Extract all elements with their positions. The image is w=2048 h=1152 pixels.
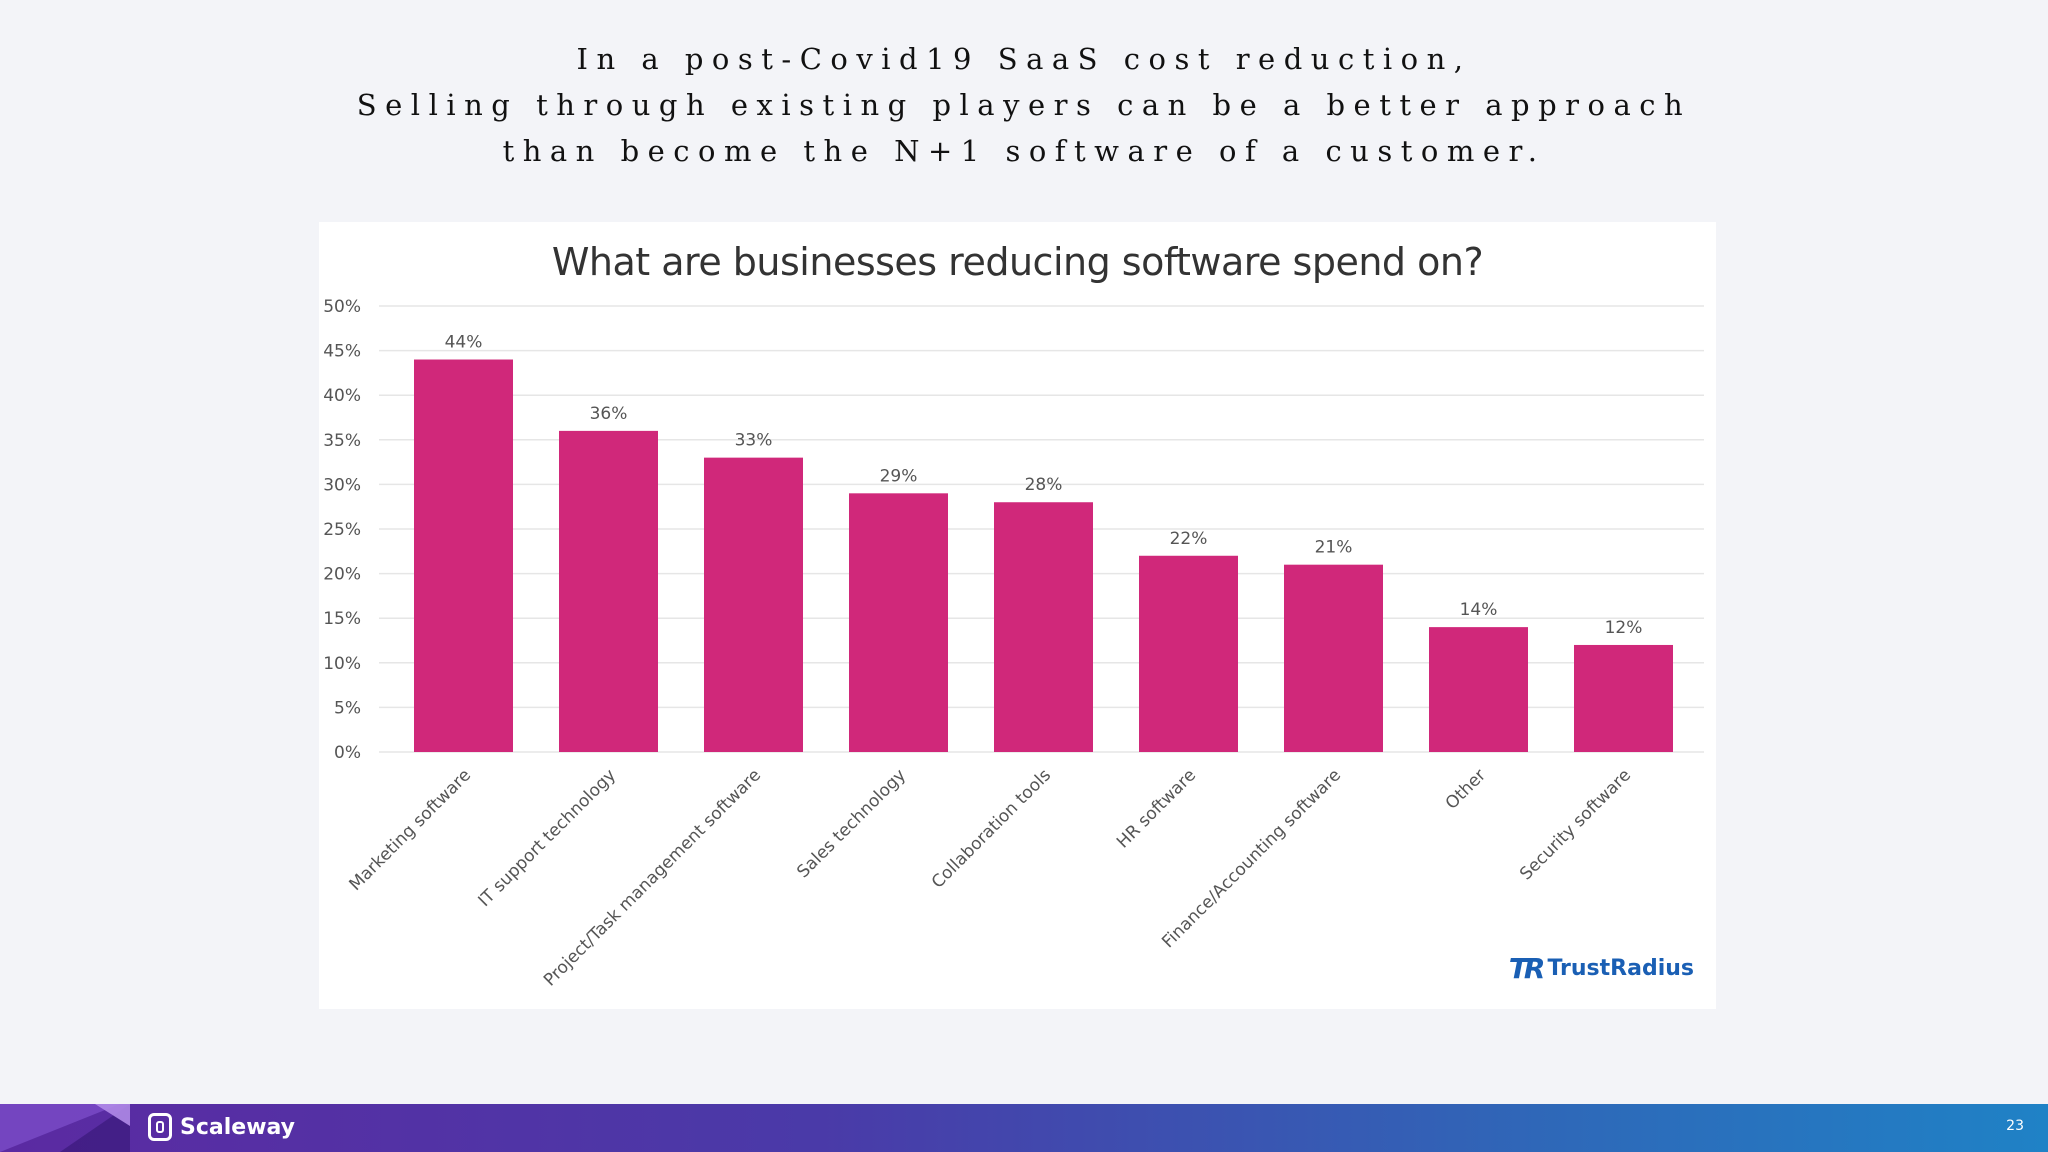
x-tick-label: Finance/Accounting software <box>1158 765 1345 952</box>
y-tick-label: 50% <box>323 297 361 317</box>
x-tick-label: IT support technology <box>474 765 620 911</box>
headline-line-2: Selling through existing players can be … <box>356 88 1692 122</box>
x-tick-label: Sales technology <box>793 765 910 882</box>
trustradius-logo: TR TrustRadius <box>1509 952 1694 985</box>
x-tick-label: Other <box>1442 765 1490 813</box>
y-tick-label: 35% <box>323 431 361 451</box>
bar-chart: 0% 5% 10% 15% 20% 25% 30% 35% 40% 45% 50% 44% Market… <box>323 297 1704 990</box>
footer-decoration <box>95 1104 130 1126</box>
bar <box>704 457 803 752</box>
footer-bar: Scaleway 23 <box>0 1104 2048 1152</box>
data-label: 29% <box>880 466 918 486</box>
x-tick-label: Security software <box>1516 765 1635 884</box>
headline-line-1: In a post-Covid19 SaaS cost reduction, <box>576 42 1472 76</box>
y-tick-label: 10% <box>323 654 361 674</box>
y-tick-label: 25% <box>323 520 361 540</box>
bar <box>1574 644 1673 752</box>
chart-title: What are businesses reducing software sp… <box>551 240 1484 284</box>
data-label: 28% <box>1025 475 1063 495</box>
x-tick-label: Marketing software <box>346 765 475 895</box>
x-tick-label: HR software <box>1113 765 1200 852</box>
data-label: 12% <box>1605 618 1643 638</box>
scaleway-logo: Scaleway <box>148 1113 295 1141</box>
data-label: 33% <box>735 431 773 451</box>
bar <box>414 359 513 752</box>
scaleway-wordmark: Scaleway <box>180 1114 296 1140</box>
bar <box>994 502 1093 752</box>
data-label: 22% <box>1170 529 1208 549</box>
chart-card: 0% 5% 10% 15% 20% 25% 30% 35% 40% 45% 50% 44% Market… <box>319 222 1716 1009</box>
page-number: 23 <box>2006 1118 2024 1134</box>
bar <box>1284 564 1383 752</box>
y-tick-label: 5% <box>334 698 361 718</box>
x-tick-label: Collaboration tools <box>928 765 1055 892</box>
scaleway-icon <box>148 1113 172 1141</box>
headline-line-3: than become the N+1 software of a custom… <box>502 134 1546 168</box>
data-label: 14% <box>1460 600 1498 620</box>
trustradius-wordmark: TrustRadius <box>1547 956 1694 981</box>
data-label: 44% <box>445 333 483 353</box>
bar <box>849 493 948 752</box>
trustradius-icon: TR <box>1508 952 1546 985</box>
bar <box>559 430 658 752</box>
y-tick-label: 20% <box>323 565 361 585</box>
bar <box>1139 555 1238 752</box>
y-tick-label: 40% <box>323 386 361 406</box>
data-label: 21% <box>1315 538 1353 558</box>
data-label: 36% <box>590 404 628 424</box>
bar <box>1429 627 1528 752</box>
y-tick-label: 45% <box>323 342 361 362</box>
y-tick-label: 30% <box>323 475 361 495</box>
y-tick-label: 0% <box>334 743 361 763</box>
slide-headline: In a post-Covid19 SaaS cost reduction, S… <box>0 36 2048 174</box>
y-tick-label: 15% <box>323 609 361 629</box>
